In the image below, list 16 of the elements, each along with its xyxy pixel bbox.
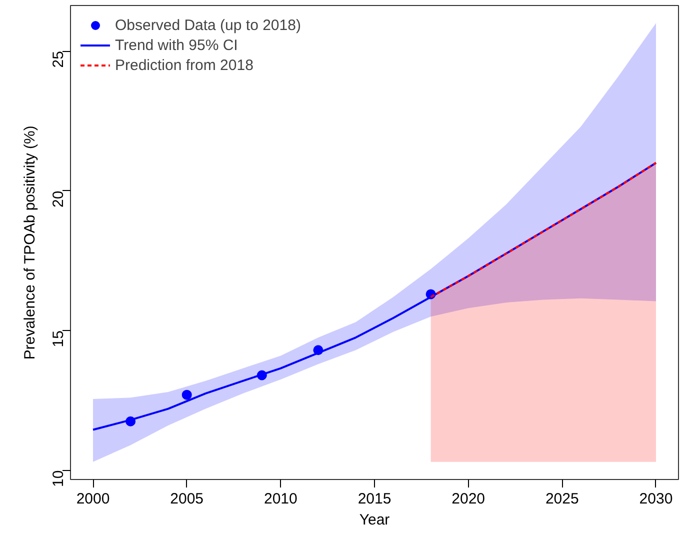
x-tick-label: 2025 xyxy=(545,490,579,508)
y-tick-label: 25 xyxy=(50,51,67,68)
y-tick-label: 20 xyxy=(50,190,67,208)
x-tick-label: 2030 xyxy=(639,490,673,508)
x-tick-label: 2000 xyxy=(76,490,110,508)
legend-label: Prediction from 2018 xyxy=(115,56,254,74)
y-tick-label: 10 xyxy=(50,470,67,487)
x-tick-label: 2005 xyxy=(170,490,204,508)
x-tick-label: 2015 xyxy=(358,490,392,508)
x-tick-label: 2020 xyxy=(452,490,486,508)
x-tick-label: 2010 xyxy=(264,490,298,508)
y-axis-title: Prevalence of TPOAb positivity (%) xyxy=(22,126,38,360)
legend-label: Observed Data (up to 2018) xyxy=(115,16,301,34)
y-tick-label: 15 xyxy=(50,330,67,348)
legend-label: Trend with 95% CI xyxy=(115,36,238,54)
x-axis-title: Year xyxy=(359,512,390,528)
